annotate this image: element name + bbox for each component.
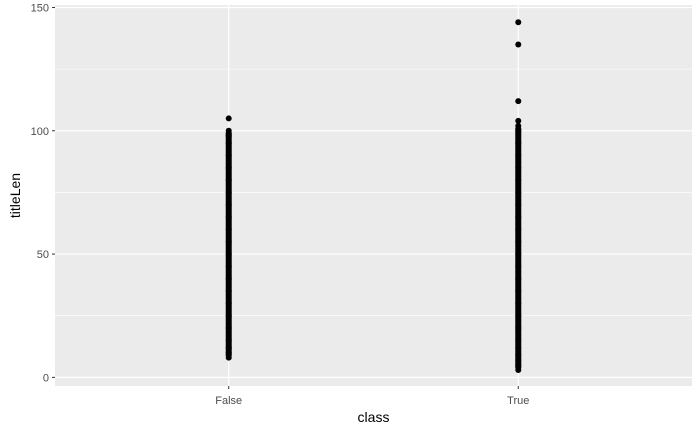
data-point bbox=[515, 352, 522, 359]
data-point bbox=[515, 325, 522, 332]
data-point bbox=[515, 19, 522, 26]
data-point bbox=[515, 337, 522, 344]
data-point bbox=[225, 201, 232, 208]
data-point bbox=[225, 349, 232, 356]
x-axis: False True bbox=[215, 386, 529, 407]
data-point bbox=[515, 201, 522, 208]
data-point bbox=[515, 41, 522, 48]
minor-grid bbox=[55, 68, 692, 317]
data-point bbox=[515, 122, 522, 129]
data-point bbox=[515, 238, 522, 245]
data-point bbox=[225, 325, 232, 332]
data-point bbox=[515, 275, 522, 282]
data-point bbox=[515, 140, 522, 147]
dense-point-column bbox=[515, 125, 522, 370]
data-point bbox=[225, 140, 232, 147]
data-point bbox=[515, 98, 522, 105]
data-point bbox=[225, 152, 232, 159]
data-point bbox=[515, 263, 522, 270]
data-point bbox=[225, 214, 232, 221]
y-tick-label: 150 bbox=[31, 2, 49, 14]
data-point bbox=[515, 127, 522, 134]
y-tick-label: 50 bbox=[37, 249, 49, 261]
data-point bbox=[225, 263, 232, 270]
data-point bbox=[225, 288, 232, 295]
data-point bbox=[515, 189, 522, 196]
data-point bbox=[515, 177, 522, 184]
data-point bbox=[515, 288, 522, 295]
data-point bbox=[515, 300, 522, 307]
data-point bbox=[225, 300, 232, 307]
y-axis: 0 50 100 150 bbox=[31, 2, 55, 384]
data-point bbox=[515, 344, 522, 351]
data-point bbox=[225, 238, 232, 245]
data-point bbox=[515, 251, 522, 258]
data-point bbox=[225, 127, 232, 134]
data-point bbox=[225, 251, 232, 258]
data-point bbox=[225, 344, 232, 351]
data-point bbox=[515, 164, 522, 171]
y-tick-label: 0 bbox=[43, 372, 49, 384]
data-point bbox=[515, 312, 522, 319]
data-point bbox=[515, 357, 522, 364]
data-point bbox=[225, 337, 232, 344]
x-tick-label: False bbox=[215, 395, 242, 407]
data-point bbox=[225, 189, 232, 196]
plot-panel bbox=[55, 5, 692, 386]
data-points bbox=[225, 19, 522, 373]
y-tick-label: 100 bbox=[31, 126, 49, 138]
data-point bbox=[515, 117, 522, 124]
data-point bbox=[225, 275, 232, 282]
x-tick-label: True bbox=[507, 395, 529, 407]
data-point bbox=[225, 177, 232, 184]
data-point bbox=[225, 164, 232, 171]
data-point bbox=[515, 152, 522, 159]
y-axis-title: titleLen bbox=[7, 173, 23, 218]
data-point bbox=[225, 312, 232, 319]
data-point bbox=[515, 362, 522, 369]
x-axis-title: class bbox=[358, 409, 390, 425]
data-point bbox=[225, 226, 232, 233]
data-point bbox=[515, 226, 522, 233]
data-point bbox=[515, 214, 522, 221]
data-point bbox=[225, 115, 232, 122]
